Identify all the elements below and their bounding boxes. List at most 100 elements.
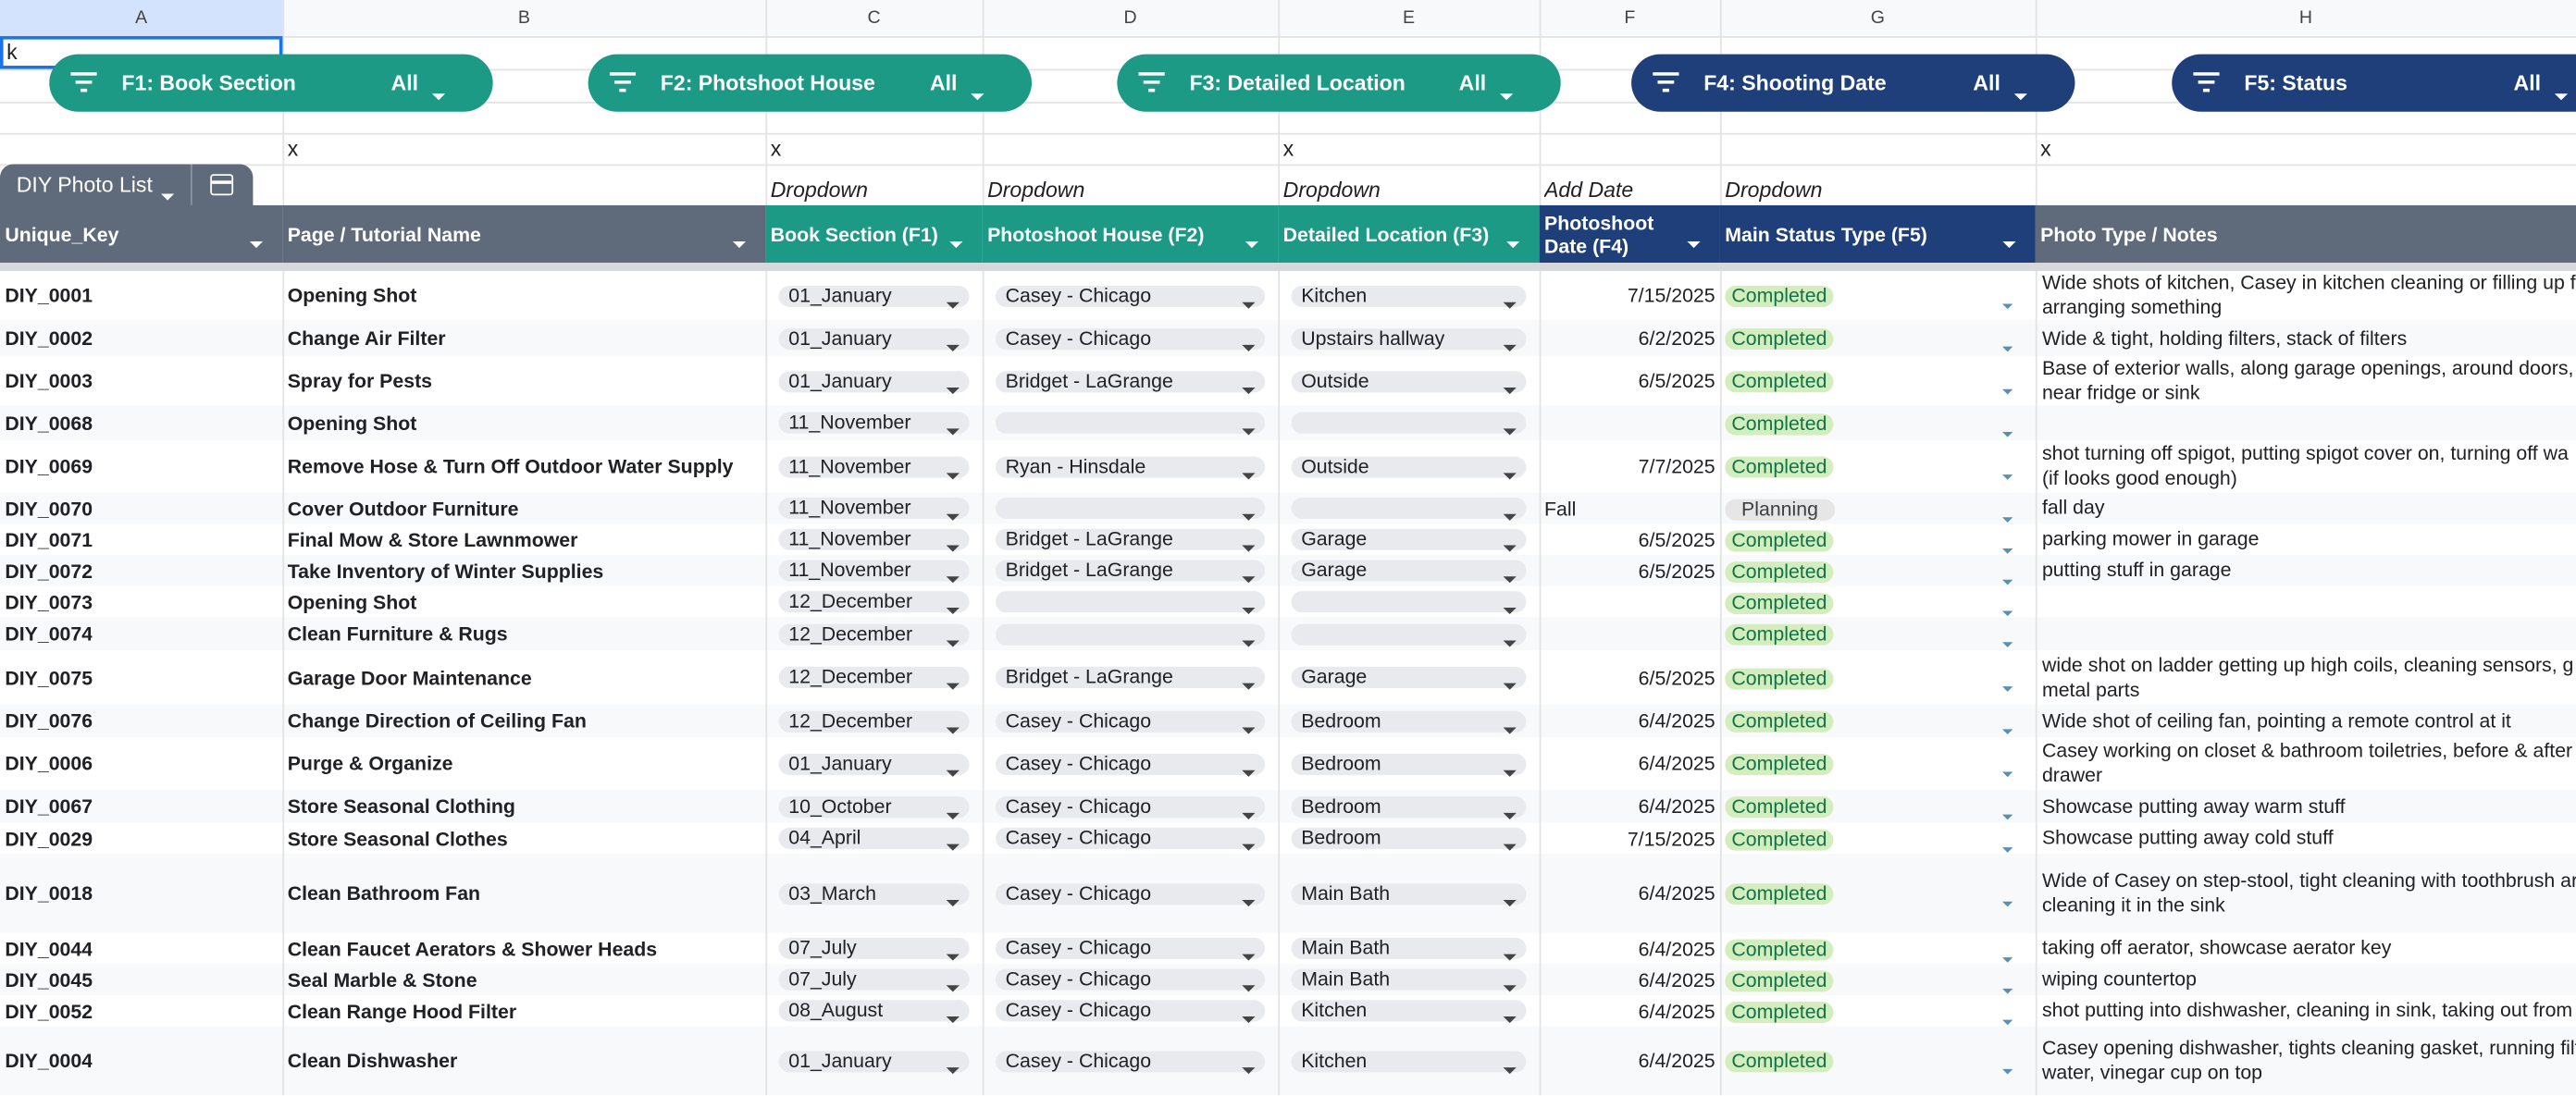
header-filter[interactable] <box>732 230 747 253</box>
header-filter[interactable] <box>1687 230 1701 253</box>
filter-chip[interactable]: F4: Shooting Date All <box>1631 54 2075 112</box>
header-filter[interactable] <box>249 230 264 253</box>
dropdown-pill[interactable]: 12_December <box>778 590 970 615</box>
status-cell[interactable]: Completed <box>1725 528 1834 551</box>
dropdown-pill[interactable]: Ryan - Hinsdale <box>995 455 1266 479</box>
dropdown-pill[interactable]: Bedroom <box>1291 827 1527 851</box>
status-cell[interactable]: Completed <box>1725 326 1834 351</box>
column-letter: C <box>867 7 881 29</box>
dropdown-pill[interactable]: 11_November <box>778 560 970 584</box>
sheet-tab[interactable]: DIY Photo List <box>0 164 254 205</box>
header-filter[interactable] <box>1245 230 1259 253</box>
status-cell[interactable]: Completed <box>1725 369 1834 393</box>
dropdown-pill[interactable]: 01_January <box>778 326 970 351</box>
dropdown-pill[interactable] <box>995 622 1266 647</box>
dropdown-pill[interactable]: Kitchen <box>1291 1050 1527 1074</box>
dropdown-pill[interactable]: Upstairs hallway <box>1291 326 1527 351</box>
dropdown-pill[interactable]: 07_July <box>778 968 970 992</box>
status-cell[interactable]: Completed <box>1725 412 1834 435</box>
dropdown-pill[interactable]: 03_March <box>778 881 970 906</box>
dropdown-pill[interactable] <box>1291 591 1527 615</box>
dropdown-pill[interactable]: 07_July <box>778 937 970 961</box>
filter-chip[interactable]: F5: Status All <box>2172 54 2576 112</box>
dropdown-pill[interactable]: Bedroom <box>1291 709 1527 733</box>
status-caret <box>2001 893 2013 911</box>
pill-caret <box>1503 944 1517 966</box>
dropdown-pill[interactable] <box>995 497 1266 521</box>
dropdown-pill[interactable]: 10_October <box>778 794 970 819</box>
dropdown-pill[interactable]: Bridget - LaGrange <box>995 369 1266 394</box>
dropdown-pill[interactable]: 11_November <box>778 455 970 479</box>
dropdown-pill[interactable]: Bridget - LaGrange <box>995 528 1266 552</box>
dropdown-pill[interactable]: Casey - Chicago <box>995 1050 1266 1074</box>
dropdown-pill[interactable]: 12_December <box>778 622 970 647</box>
status-cell[interactable]: Completed <box>1725 590 1834 614</box>
status-cell[interactable]: Completed <box>1725 284 1834 308</box>
status-cell[interactable]: Completed <box>1725 752 1834 776</box>
dropdown-pill[interactable]: Casey - Chicago <box>995 968 1266 992</box>
dropdown-pill[interactable]: 12_December <box>778 666 970 690</box>
dropdown-pill[interactable]: 01_January <box>778 284 970 308</box>
input-hint: Dropdown <box>770 177 868 203</box>
status-cell[interactable]: Completed <box>1725 455 1834 478</box>
dropdown-pill[interactable] <box>1291 412 1527 436</box>
dropdown-pill[interactable]: 01_January <box>778 752 970 776</box>
status-caret <box>2001 465 2013 484</box>
dropdown-pill[interactable] <box>1291 497 1527 521</box>
status-cell[interactable]: Completed <box>1725 709 1834 733</box>
dropdown-pill[interactable]: Casey - Chicago <box>995 752 1266 776</box>
dropdown-pill[interactable]: Casey - Chicago <box>995 794 1266 819</box>
status-cell[interactable]: Planning <box>1725 497 1835 520</box>
status-cell[interactable]: Completed <box>1725 1050 1834 1073</box>
dropdown-pill[interactable]: Outside <box>1291 455 1527 479</box>
dropdown-pill[interactable]: Outside <box>1291 369 1527 394</box>
dropdown-pill[interactable]: 08_August <box>778 999 970 1024</box>
dropdown-pill[interactable]: 01_January <box>778 1050 970 1074</box>
dropdown-pill[interactable] <box>995 591 1266 615</box>
dropdown-pill[interactable]: Bridget - LaGrange <box>995 560 1266 584</box>
dropdown-pill[interactable]: Casey - Chicago <box>995 326 1266 351</box>
dropdown-pill[interactable]: Main Bath <box>1291 881 1527 906</box>
dropdown-pill[interactable]: Kitchen <box>1291 284 1527 308</box>
dropdown-pill[interactable]: 11_November <box>778 528 970 552</box>
pill-caret <box>1503 504 1517 525</box>
dropdown-pill[interactable]: Casey - Chicago <box>995 827 1266 851</box>
status-cell[interactable]: Completed <box>1725 560 1834 583</box>
filter-chip[interactable]: F1: Book Section All <box>49 54 493 112</box>
dropdown-pill[interactable]: Casey - Chicago <box>995 881 1266 906</box>
dropdown-pill[interactable]: 11_November <box>778 412 970 436</box>
dropdown-pill[interactable]: Garage <box>1291 560 1527 584</box>
dropdown-pill[interactable]: Casey - Chicago <box>995 284 1266 308</box>
dropdown-pill[interactable]: Main Bath <box>1291 937 1527 961</box>
filter-chip[interactable]: F3: Detailed Location All <box>1117 54 1561 112</box>
dropdown-pill[interactable]: Bridget - LaGrange <box>995 666 1266 690</box>
status-cell[interactable]: Completed <box>1725 622 1834 646</box>
status-cell[interactable]: Completed <box>1725 827 1834 850</box>
header-filter[interactable] <box>949 230 963 253</box>
filter-chip[interactable]: F2: Photshoot House All <box>588 54 1033 112</box>
dropdown-pill[interactable] <box>995 412 1266 436</box>
dropdown-pill[interactable]: 04_April <box>778 827 970 851</box>
status-cell[interactable]: Completed <box>1725 794 1834 819</box>
header-filter[interactable] <box>2002 230 2016 253</box>
dropdown-pill[interactable]: Main Bath <box>1291 968 1527 992</box>
dropdown-pill[interactable]: 01_January <box>778 369 970 394</box>
dropdown-pill[interactable]: Kitchen <box>1291 999 1527 1024</box>
dropdown-pill[interactable] <box>1291 622 1527 647</box>
status-cell[interactable]: Completed <box>1725 999 1834 1023</box>
column-letter: E <box>1402 7 1416 29</box>
dropdown-pill[interactable]: Casey - Chicago <box>995 709 1266 733</box>
status-cell[interactable]: Completed <box>1725 937 1834 960</box>
dropdown-pill[interactable]: 11_November <box>778 497 970 521</box>
dropdown-pill[interactable]: Casey - Chicago <box>995 999 1266 1024</box>
dropdown-pill[interactable]: Bedroom <box>1291 752 1527 776</box>
header-filter[interactable] <box>1506 230 1520 253</box>
status-cell[interactable]: Completed <box>1725 666 1834 689</box>
dropdown-pill[interactable]: Bedroom <box>1291 794 1527 819</box>
status-cell[interactable]: Completed <box>1725 968 1834 991</box>
dropdown-pill[interactable]: 12_December <box>778 709 970 733</box>
dropdown-pill[interactable]: Garage <box>1291 528 1527 552</box>
dropdown-pill[interactable]: Garage <box>1291 666 1527 690</box>
status-cell[interactable]: Completed <box>1725 881 1834 905</box>
dropdown-pill[interactable]: Casey - Chicago <box>995 937 1266 961</box>
